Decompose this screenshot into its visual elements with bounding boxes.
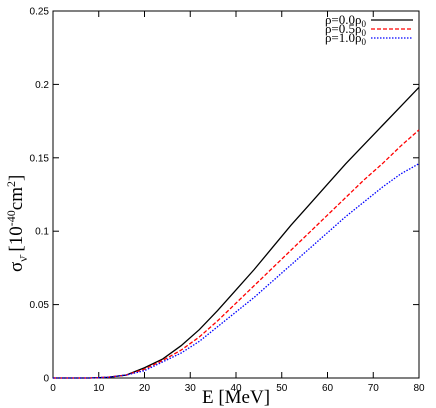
svg-text:σν̄ [10-40cm2]: σν̄ [10-40cm2] — [4, 175, 30, 272]
series-line-2 — [53, 129, 420, 379]
y-tick-label: 0.2 — [35, 80, 49, 91]
x-tick-label: 70 — [368, 383, 380, 394]
x-tick-label: 30 — [185, 383, 197, 394]
y-tick-label: 0 — [43, 374, 49, 385]
x-tick-label: 40 — [230, 383, 242, 394]
x-tick-label: 10 — [93, 383, 105, 394]
x-tick-label: 80 — [413, 383, 425, 394]
y-axis-title-base: σ — [6, 262, 27, 272]
y-axis-title-unit-exponent: -40 — [4, 210, 18, 226]
series-group — [53, 86, 420, 379]
x-tick-label: 0 — [50, 383, 56, 394]
y-axis-title-unit-close: ] — [6, 175, 27, 181]
y-tick-label: 0.05 — [30, 300, 50, 311]
y-axis-title-unit-open: [10 — [6, 226, 27, 251]
series-line-3 — [53, 163, 420, 379]
y-axis-title-unit-cm: cm — [6, 187, 27, 210]
y-tick-label: 0.15 — [30, 153, 50, 164]
y-axis-title: σν̄ [10-40cm2] — [4, 175, 30, 272]
legend-label-3: ρ=1.0ρ0 — [325, 30, 367, 47]
legend-label-1: ρ=0.0ρ0 — [325, 12, 367, 29]
y-axis-title-unit-cm-exponent: 2 — [4, 181, 18, 187]
x-tick-label: 50 — [276, 383, 288, 394]
x-axis-title: E [MeV] — [202, 387, 270, 408]
x-tick-label: 20 — [139, 383, 151, 394]
plot-frame — [52, 10, 420, 379]
y-axis-title-subscript: ν̄ — [16, 254, 30, 261]
x-axis: 0 10 20 30 40 50 60 70 80 — [50, 11, 425, 394]
y-tick-label: 0.25 — [30, 7, 50, 18]
series-line-1 — [53, 86, 420, 379]
x-tick-label: 60 — [322, 383, 334, 394]
y-axis: 0 0.05 0.1 0.15 0.2 0.25 — [30, 7, 419, 385]
legend-label-2: ρ=0.5ρ0 — [325, 21, 367, 38]
y-tick-label: 0.1 — [35, 227, 49, 238]
